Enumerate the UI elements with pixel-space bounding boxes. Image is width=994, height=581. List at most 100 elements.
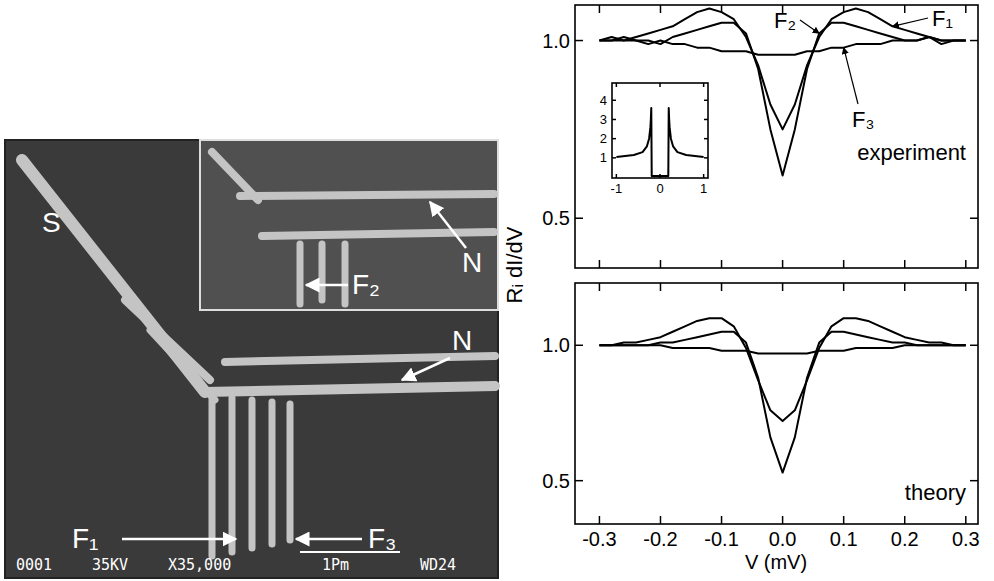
x-tick — [660, 260, 662, 268]
x-tick-label: -0.3 — [582, 528, 616, 550]
wire — [125, 300, 210, 380]
x-tick — [904, 260, 906, 268]
sem-border — [5, 140, 498, 578]
chart-panel: 0.5 1.0 F₁ F₂ F₃ experiment Rᵢ dI/dV — [502, 5, 978, 303]
plot-frame — [575, 283, 978, 524]
label-arrow — [306, 284, 348, 287]
wire — [319, 244, 326, 300]
sem-image: SF₁F₃NF₂N000135KVX35,0001PmWD24 — [5, 140, 498, 578]
x-tick-label: 1 — [700, 181, 707, 196]
x-tick — [843, 283, 845, 291]
image-label: S — [42, 207, 61, 238]
wire — [269, 402, 276, 544]
series-label: F₂ — [774, 8, 796, 33]
sem-footer: 0001 — [16, 556, 52, 574]
x-tick — [599, 283, 601, 291]
y-tick — [575, 480, 583, 482]
x-tick — [965, 5, 967, 13]
x-tick — [782, 260, 784, 268]
label-arrow — [893, 18, 928, 26]
x-tick — [904, 516, 906, 524]
sem-footer: X35,000 — [168, 556, 231, 574]
x-tick-label: 0 — [656, 181, 663, 196]
panel-title: theory — [905, 480, 966, 505]
y-tick-label: 2 — [600, 131, 607, 146]
image-label: N — [462, 247, 482, 278]
series-label: F₃ — [852, 107, 874, 132]
x-tick-label: 0.1 — [830, 528, 858, 550]
plot-frame — [575, 5, 978, 268]
y-tick — [970, 480, 978, 482]
series-line — [599, 318, 965, 421]
y-tick-label: 3 — [600, 112, 607, 127]
y-tick — [575, 40, 583, 42]
x-tick — [965, 283, 967, 291]
sem-footer: 1Pm — [322, 556, 349, 574]
plot-frame — [612, 83, 708, 178]
series-label: F₁ — [932, 6, 953, 31]
wire — [249, 400, 256, 548]
x-tick — [721, 260, 723, 268]
y-tick — [970, 217, 978, 219]
x-tick-label: 0.2 — [891, 528, 919, 550]
x-tick — [721, 516, 723, 524]
series-group — [616, 108, 703, 176]
label-arrow — [402, 358, 450, 380]
x-tick-label: 0.3 — [952, 528, 980, 550]
wire — [205, 386, 495, 392]
x-tick — [599, 516, 601, 524]
x-tick-label: 0.0 — [769, 528, 797, 550]
sem-footer: WD24 — [420, 556, 456, 574]
series-line — [599, 345, 965, 353]
panel-title: experiment — [857, 140, 966, 165]
y-tick-label: 1 — [600, 150, 607, 165]
label-arrow — [430, 202, 466, 248]
image-label: N — [452, 325, 472, 356]
label-arrow — [844, 48, 858, 104]
sem-background — [5, 140, 498, 578]
wire — [229, 398, 236, 552]
x-tick — [599, 5, 601, 13]
y-tick-label: 1.0 — [542, 334, 570, 356]
x-tick — [904, 283, 906, 291]
x-tick — [904, 5, 906, 13]
chart-panel: -1 0 1 1 2 3 4 — [600, 83, 708, 196]
y-tick — [575, 345, 583, 347]
x-tick — [782, 516, 784, 524]
wire — [297, 244, 304, 304]
series-line — [616, 108, 703, 176]
label-arrow — [800, 20, 819, 33]
wire — [225, 356, 495, 362]
image-label: F₁ — [72, 523, 99, 554]
x-tick-label: -0.2 — [643, 528, 677, 550]
y-axis-title: Rᵢ dI/dV — [502, 226, 527, 303]
y-tick-label: 0.5 — [542, 207, 570, 229]
wire — [262, 232, 494, 236]
x-tick — [660, 516, 662, 524]
series-line — [599, 37, 965, 55]
x-tick — [965, 260, 967, 268]
wire — [212, 152, 258, 200]
inset-background — [612, 83, 708, 178]
wire — [287, 404, 294, 540]
x-axis-title: V (mV) — [745, 551, 807, 573]
x-tick — [721, 283, 723, 291]
y-tick-label: 0.5 — [542, 470, 570, 492]
x-tick — [843, 516, 845, 524]
x-tick-label: -1 — [611, 181, 623, 196]
x-tick — [660, 283, 662, 291]
sem-footer: 35KV — [92, 556, 128, 574]
scale-bar — [300, 551, 400, 553]
series-line — [599, 332, 965, 473]
wire — [240, 194, 494, 196]
x-tick — [782, 283, 784, 291]
image-label: F₃ — [368, 523, 397, 554]
x-tick — [843, 260, 845, 268]
sem-inset — [200, 140, 498, 310]
y-tick-label: 4 — [600, 93, 607, 108]
x-tick — [599, 260, 601, 268]
chart-panel: -0.3-0.2-0.10.00.10.20.30.51.0theoryV (m… — [542, 283, 980, 573]
y-tick — [970, 345, 978, 347]
y-tick — [970, 40, 978, 42]
y-tick-label: 1.0 — [542, 30, 570, 52]
